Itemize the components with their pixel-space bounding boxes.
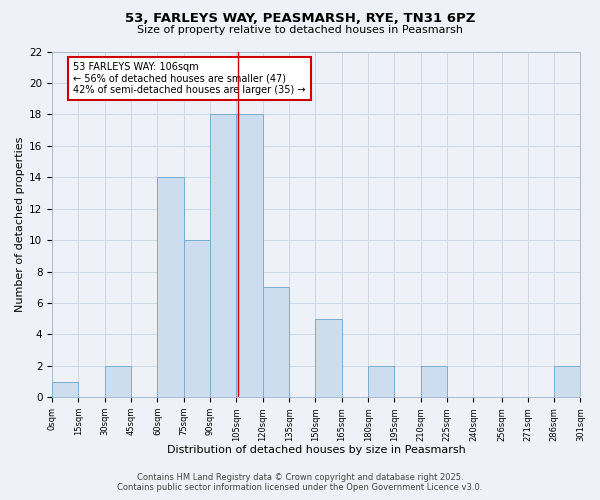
Y-axis label: Number of detached properties: Number of detached properties <box>15 136 25 312</box>
Text: 53, FARLEYS WAY, PEASMARSH, RYE, TN31 6PZ: 53, FARLEYS WAY, PEASMARSH, RYE, TN31 6P… <box>125 12 475 26</box>
X-axis label: Distribution of detached houses by size in Peasmarsh: Distribution of detached houses by size … <box>167 445 466 455</box>
Bar <box>210 114 236 397</box>
Bar <box>554 366 580 397</box>
Bar <box>157 177 184 397</box>
Text: Size of property relative to detached houses in Peasmarsh: Size of property relative to detached ho… <box>137 25 463 35</box>
Text: 53 FARLEYS WAY: 106sqm
← 56% of detached houses are smaller (47)
42% of semi-det: 53 FARLEYS WAY: 106sqm ← 56% of detached… <box>73 62 306 95</box>
Bar <box>105 366 131 397</box>
Bar <box>421 366 447 397</box>
Bar <box>52 382 79 397</box>
Bar <box>263 287 289 397</box>
Bar <box>236 114 263 397</box>
Bar <box>184 240 210 397</box>
Bar <box>368 366 394 397</box>
Text: Contains HM Land Registry data © Crown copyright and database right 2025.
Contai: Contains HM Land Registry data © Crown c… <box>118 473 482 492</box>
Bar <box>316 318 342 397</box>
